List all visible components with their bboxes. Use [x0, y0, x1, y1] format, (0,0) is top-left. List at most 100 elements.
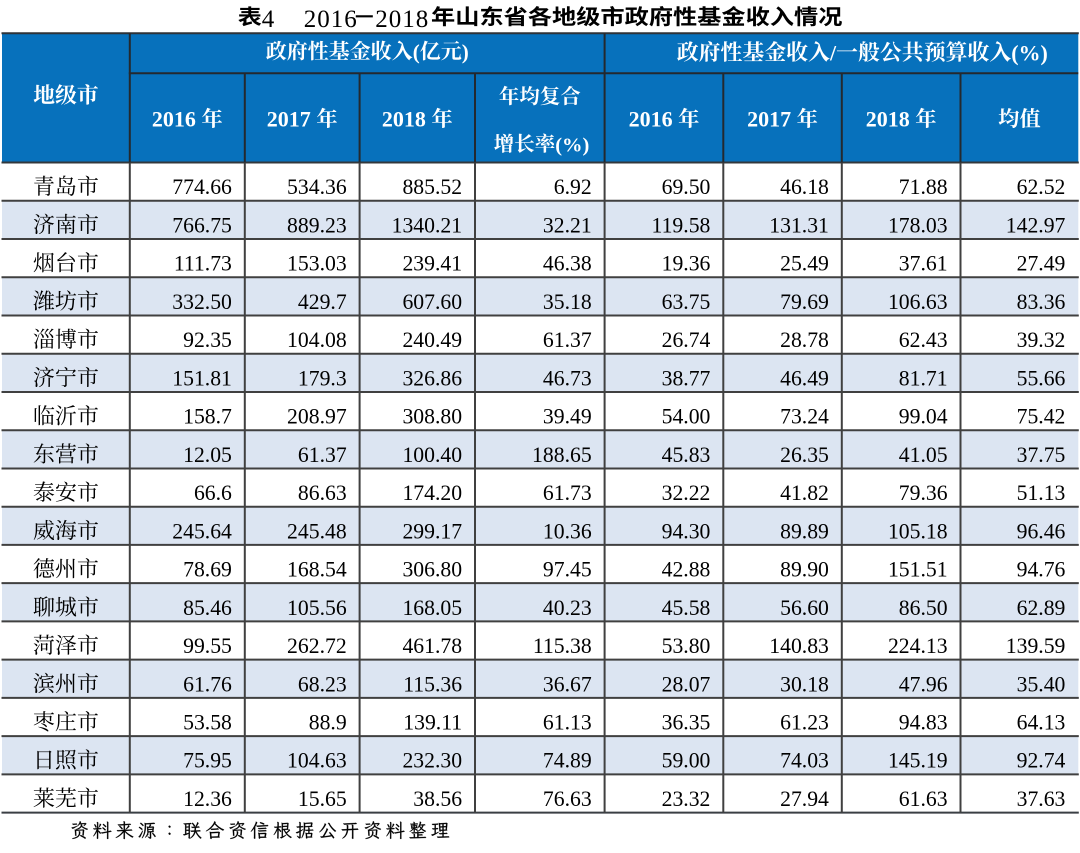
svg-text:2018: 2018 [866, 107, 910, 132]
svg-text:40.23: 40.23 [543, 596, 592, 620]
svg-text:19.36: 19.36 [662, 252, 711, 276]
svg-text:37.75: 37.75 [1017, 443, 1066, 467]
svg-text:15.65: 15.65 [298, 787, 347, 811]
svg-text:62.43: 62.43 [899, 328, 948, 352]
svg-text:119.58: 119.58 [652, 213, 711, 237]
svg-text:145.19: 145.19 [888, 749, 948, 773]
svg-text:(: ( [413, 40, 420, 64]
svg-text:232.30: 232.30 [402, 749, 462, 773]
svg-text:2018: 2018 [382, 107, 426, 132]
svg-text:89.89: 89.89 [780, 519, 829, 543]
svg-text:35.40: 35.40 [1017, 672, 1066, 696]
svg-text:/: / [829, 40, 837, 65]
svg-text:151.81: 151.81 [172, 366, 232, 390]
svg-text:37.61: 37.61 [899, 252, 948, 276]
svg-text:100.40: 100.40 [402, 443, 462, 467]
svg-text:61.37: 61.37 [298, 443, 347, 467]
svg-text:39.32: 39.32 [1017, 328, 1066, 352]
svg-text:53.80: 53.80 [662, 634, 711, 658]
svg-text:46.38: 46.38 [543, 252, 592, 276]
svg-text:4: 4 [262, 6, 275, 33]
svg-text:): ) [462, 40, 469, 64]
svg-text:168.54: 168.54 [287, 558, 347, 582]
svg-text:36.67: 36.67 [543, 672, 592, 696]
svg-text:94.30: 94.30 [662, 519, 711, 543]
svg-text:889.23: 889.23 [287, 213, 347, 237]
svg-text:26.74: 26.74 [662, 328, 711, 352]
svg-text:104.08: 104.08 [287, 328, 347, 352]
svg-text:(%): (%) [555, 135, 589, 157]
svg-text:299.17: 299.17 [402, 519, 462, 543]
svg-text:64.13: 64.13 [1017, 711, 1066, 735]
svg-text:61.63: 61.63 [899, 787, 948, 811]
svg-text:140.83: 140.83 [769, 634, 829, 658]
svg-text:79.69: 79.69 [780, 290, 829, 314]
svg-text:42.88: 42.88 [662, 558, 711, 582]
svg-text:1340.21: 1340.21 [392, 213, 462, 237]
svg-text:2016: 2016 [152, 107, 196, 132]
svg-text:62.52: 62.52 [1017, 175, 1066, 199]
svg-text:766.75: 766.75 [172, 213, 232, 237]
svg-text:68.23: 68.23 [298, 672, 347, 696]
svg-text:66.6: 66.6 [194, 481, 232, 505]
svg-text:12.05: 12.05 [183, 443, 232, 467]
svg-text:45.58: 45.58 [662, 596, 711, 620]
svg-text:179.3: 179.3 [298, 366, 347, 390]
svg-text:81.71: 81.71 [899, 366, 948, 390]
svg-text:105.18: 105.18 [888, 519, 948, 543]
svg-text:240.49: 240.49 [402, 328, 462, 352]
svg-text:69.50: 69.50 [662, 175, 711, 199]
svg-text:38.56: 38.56 [413, 787, 462, 811]
svg-text:131.31: 131.31 [769, 213, 829, 237]
svg-text:(%): (%) [1011, 40, 1047, 65]
svg-text:61.37: 61.37 [543, 328, 592, 352]
svg-text:35.18: 35.18 [543, 290, 592, 314]
svg-text:178.03: 178.03 [888, 213, 948, 237]
svg-text:2017: 2017 [267, 107, 311, 132]
svg-text:36.35: 36.35 [662, 711, 711, 735]
svg-text:151.51: 151.51 [888, 558, 948, 582]
svg-text:208.97: 208.97 [287, 405, 347, 429]
svg-text:2017: 2017 [747, 107, 791, 132]
svg-text:26.35: 26.35 [780, 443, 829, 467]
svg-text:188.65: 188.65 [532, 443, 592, 467]
svg-text:534.36: 534.36 [287, 175, 347, 199]
svg-text:245.48: 245.48 [287, 519, 347, 543]
svg-text:46.18: 46.18 [780, 175, 829, 199]
svg-text:306.80: 306.80 [402, 558, 462, 582]
svg-text:332.50: 332.50 [172, 290, 232, 314]
svg-text:245.64: 245.64 [172, 519, 232, 543]
svg-text:61.13: 61.13 [543, 711, 592, 735]
svg-text:32.22: 32.22 [662, 481, 711, 505]
svg-text:885.52: 885.52 [402, 175, 462, 199]
svg-text:75.42: 75.42 [1017, 405, 1066, 429]
svg-text:111.73: 111.73 [174, 252, 232, 276]
svg-text:153.03: 153.03 [287, 252, 347, 276]
svg-text:32.21: 32.21 [543, 213, 592, 237]
svg-text:75.95: 75.95 [183, 749, 232, 773]
svg-text:37.63: 37.63 [1017, 787, 1066, 811]
svg-text:2016: 2016 [629, 107, 673, 132]
svg-text:89.90: 89.90 [780, 558, 829, 582]
svg-text:28.07: 28.07 [662, 672, 711, 696]
svg-text:79.36: 79.36 [899, 481, 948, 505]
svg-text:2018: 2018 [375, 6, 429, 33]
svg-text:27.49: 27.49 [1017, 252, 1066, 276]
svg-text:59.00: 59.00 [662, 749, 711, 773]
svg-text:46.49: 46.49 [780, 366, 829, 390]
svg-text:45.83: 45.83 [662, 443, 711, 467]
svg-text:51.13: 51.13 [1017, 481, 1066, 505]
svg-text:94.83: 94.83 [899, 711, 948, 735]
svg-text:74.03: 74.03 [780, 749, 829, 773]
svg-text:85.46: 85.46 [183, 596, 232, 620]
svg-text:88.9: 88.9 [309, 711, 347, 735]
svg-text:92.74: 92.74 [1017, 749, 1066, 773]
svg-text:2016: 2016 [304, 6, 358, 33]
svg-text:104.63: 104.63 [287, 749, 347, 773]
svg-text:139.11: 139.11 [403, 711, 462, 735]
svg-text:10.36: 10.36 [543, 519, 592, 543]
svg-text:23.32: 23.32 [662, 787, 711, 811]
svg-text:94.76: 94.76 [1017, 558, 1066, 582]
svg-text:47.96: 47.96 [899, 672, 948, 696]
svg-text:41.05: 41.05 [899, 443, 948, 467]
